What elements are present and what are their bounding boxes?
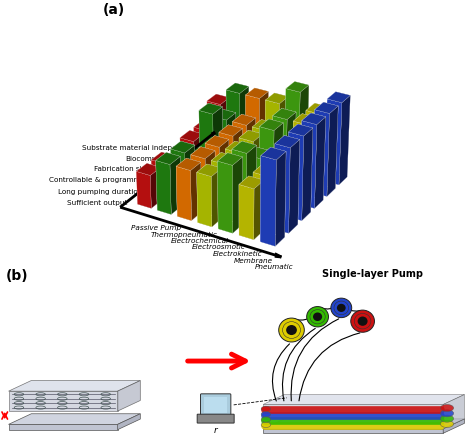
- Circle shape: [279, 318, 304, 342]
- Polygon shape: [263, 419, 465, 429]
- Ellipse shape: [261, 412, 271, 417]
- Circle shape: [286, 325, 297, 335]
- Circle shape: [351, 310, 374, 332]
- Polygon shape: [443, 419, 465, 433]
- Polygon shape: [204, 397, 227, 413]
- Ellipse shape: [440, 420, 454, 427]
- Text: (b): (b): [6, 269, 28, 284]
- FancyBboxPatch shape: [201, 394, 231, 416]
- Text: Single-layer Pump: Single-layer Pump: [321, 269, 423, 280]
- Ellipse shape: [440, 415, 454, 422]
- Polygon shape: [263, 429, 443, 433]
- Ellipse shape: [261, 406, 271, 412]
- Circle shape: [358, 316, 368, 326]
- Polygon shape: [263, 395, 465, 404]
- Circle shape: [307, 307, 328, 327]
- Circle shape: [331, 298, 352, 318]
- Circle shape: [337, 304, 346, 312]
- Polygon shape: [118, 381, 140, 411]
- Text: (a): (a): [102, 3, 125, 17]
- Ellipse shape: [261, 422, 271, 427]
- Polygon shape: [263, 404, 443, 429]
- Polygon shape: [9, 381, 140, 391]
- Polygon shape: [9, 424, 118, 430]
- Ellipse shape: [261, 417, 271, 422]
- Text: r: r: [214, 426, 218, 435]
- Circle shape: [313, 312, 322, 321]
- Polygon shape: [443, 395, 465, 429]
- Polygon shape: [9, 414, 140, 424]
- Polygon shape: [9, 391, 118, 411]
- FancyBboxPatch shape: [197, 414, 234, 423]
- Polygon shape: [118, 414, 140, 430]
- Ellipse shape: [440, 410, 454, 417]
- Ellipse shape: [440, 404, 454, 412]
